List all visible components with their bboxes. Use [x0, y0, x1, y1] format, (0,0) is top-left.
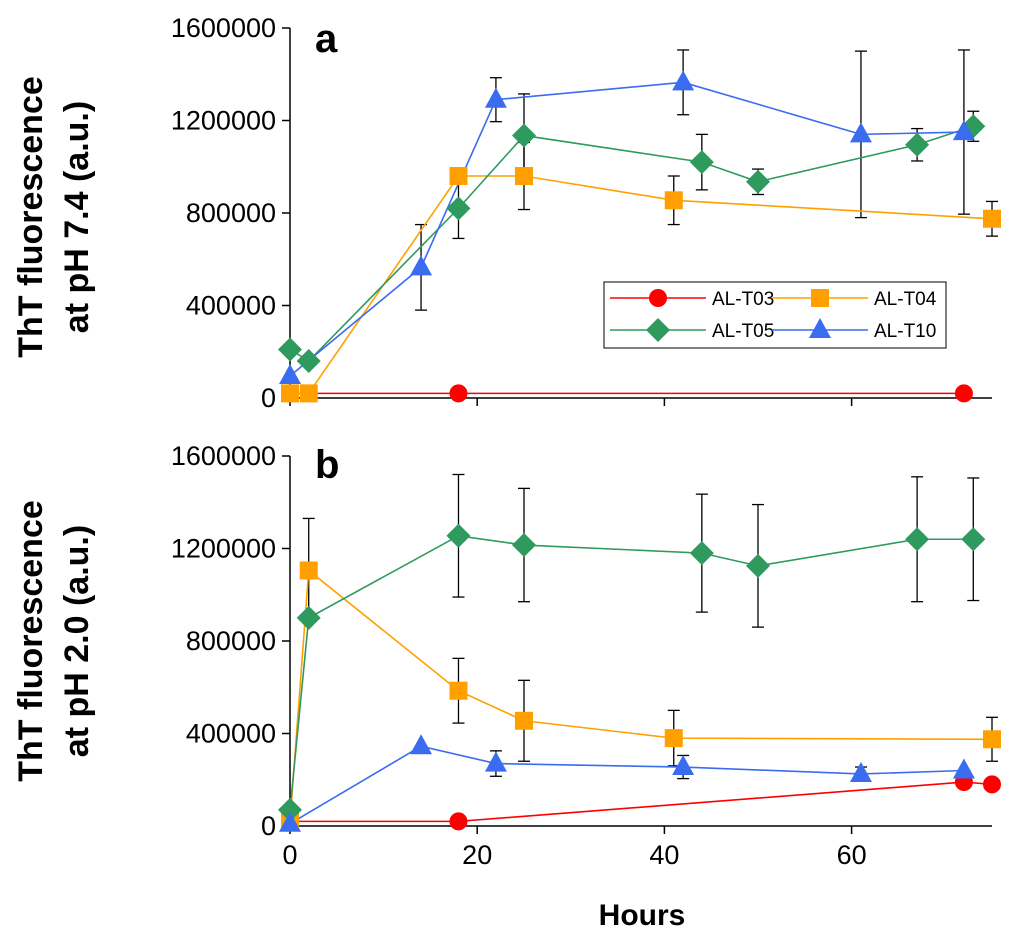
data-point-al-t05	[512, 123, 536, 148]
data-point-al-t05	[278, 797, 302, 822]
y-tick-label-a: 1200000	[171, 106, 276, 136]
series-line-al-t03	[290, 781, 993, 823]
y-tick-label-a: 400000	[186, 291, 276, 321]
data-point-al-t04	[281, 384, 299, 403]
data-point-al-t10	[410, 255, 433, 276]
y-tick-label-a: 0	[261, 383, 276, 413]
legend-marker-al-t04	[811, 289, 829, 307]
series-line-al-t05	[289, 534, 974, 810]
y-tick-label-b: 400000	[186, 719, 276, 749]
data-point-al-t10	[849, 122, 872, 143]
data-point-al-t05	[961, 527, 986, 552]
y-tick-label-b: 1200000	[171, 534, 276, 564]
y-axis-label-a-line2: at pH 7.4 (a.u.)	[58, 101, 96, 333]
legend-marker-al-t10	[809, 318, 831, 338]
data-point-al-t10	[952, 758, 975, 779]
legend-label-al-t10: AL-T10	[874, 321, 936, 342]
data-point-al-t10	[849, 761, 872, 782]
y-axis-label-b-line1: ThT fluorescence	[12, 500, 50, 782]
data-point-al-t04	[664, 729, 683, 748]
legend-label-al-t03: AL-T03	[712, 289, 774, 310]
data-point-al-t05	[296, 605, 321, 630]
data-point-al-t10	[952, 120, 975, 141]
data-point-al-t03	[449, 384, 468, 403]
data-point-al-t10	[279, 364, 301, 385]
data-point-al-t05	[689, 541, 714, 566]
data-point-al-t05	[512, 533, 536, 558]
x-axis-label: Hours	[599, 899, 686, 932]
panel-letter-a: a	[315, 17, 338, 61]
data-point-al-t04	[515, 711, 533, 730]
data-point-al-t04	[983, 730, 1001, 749]
series-line-al-t04	[289, 568, 993, 822]
y-tick-label-b: 800000	[186, 626, 276, 656]
data-point-al-t05	[446, 523, 471, 548]
data-point-al-t10	[672, 70, 695, 91]
panel-a: ThT fluorescence at pH 7.4 (a.u.) a 0 400…	[12, 13, 1001, 413]
series-line-al-t10	[289, 81, 964, 377]
series-line-al-t10	[289, 745, 964, 825]
series-line-al-t05	[289, 125, 974, 363]
data-point-al-t03	[449, 812, 468, 831]
data-point-al-t05	[689, 150, 714, 175]
legend-marker-al-t03	[649, 289, 667, 307]
legend-label-al-t05: AL-T05	[712, 321, 774, 342]
x-tick-label-b: 40	[649, 840, 679, 870]
data-point-al-t10	[484, 751, 507, 772]
y-tick-label-a: 1600000	[171, 13, 276, 43]
data-point-al-t03	[983, 775, 1001, 794]
y-tick-label-a: 800000	[186, 198, 276, 228]
x-tick-label-b: 0	[282, 840, 297, 870]
panel-b: ThT fluorescence at pH 2.0 (a.u.) b 0400…	[12, 441, 1001, 870]
legend: AL-T03 AL-T04 AL-T05 AL-T10	[603, 281, 947, 349]
y-axis-label-b-line2: at pH 2.0 (a.u.)	[58, 525, 96, 757]
data-point-al-t04	[983, 209, 1001, 228]
data-point-al-t03	[954, 384, 973, 403]
y-axis-label-a-line1: ThT fluorescence	[12, 76, 50, 358]
y-tick-label-b: 0	[261, 811, 276, 841]
data-point-al-t05	[746, 169, 770, 194]
panel-letter-b: b	[315, 443, 339, 487]
data-point-al-t05	[296, 349, 321, 373]
data-point-al-t04	[449, 681, 468, 700]
legend-marker-al-t05	[646, 318, 670, 342]
legend-label-al-t04: AL-T04	[874, 289, 937, 310]
x-tick-label-b: 60	[837, 840, 867, 870]
data-point-al-t04	[299, 561, 318, 580]
data-point-al-t10	[672, 755, 695, 776]
data-point-al-t10	[279, 811, 301, 832]
data-point-al-t04	[515, 167, 533, 185]
data-point-al-t04	[449, 167, 468, 185]
x-tick-label-b: 20	[462, 840, 492, 870]
data-point-al-t04	[664, 191, 683, 210]
data-point-al-t05	[905, 132, 930, 157]
data-point-al-t04	[299, 384, 318, 403]
data-point-al-t10	[410, 734, 433, 755]
data-point-al-t05	[278, 337, 302, 362]
data-point-al-t05	[746, 553, 770, 578]
data-point-al-t10	[484, 87, 507, 108]
y-tick-label-b: 1600000	[171, 441, 276, 471]
data-point-al-t05	[905, 527, 930, 552]
data-point-al-t05	[446, 196, 471, 221]
